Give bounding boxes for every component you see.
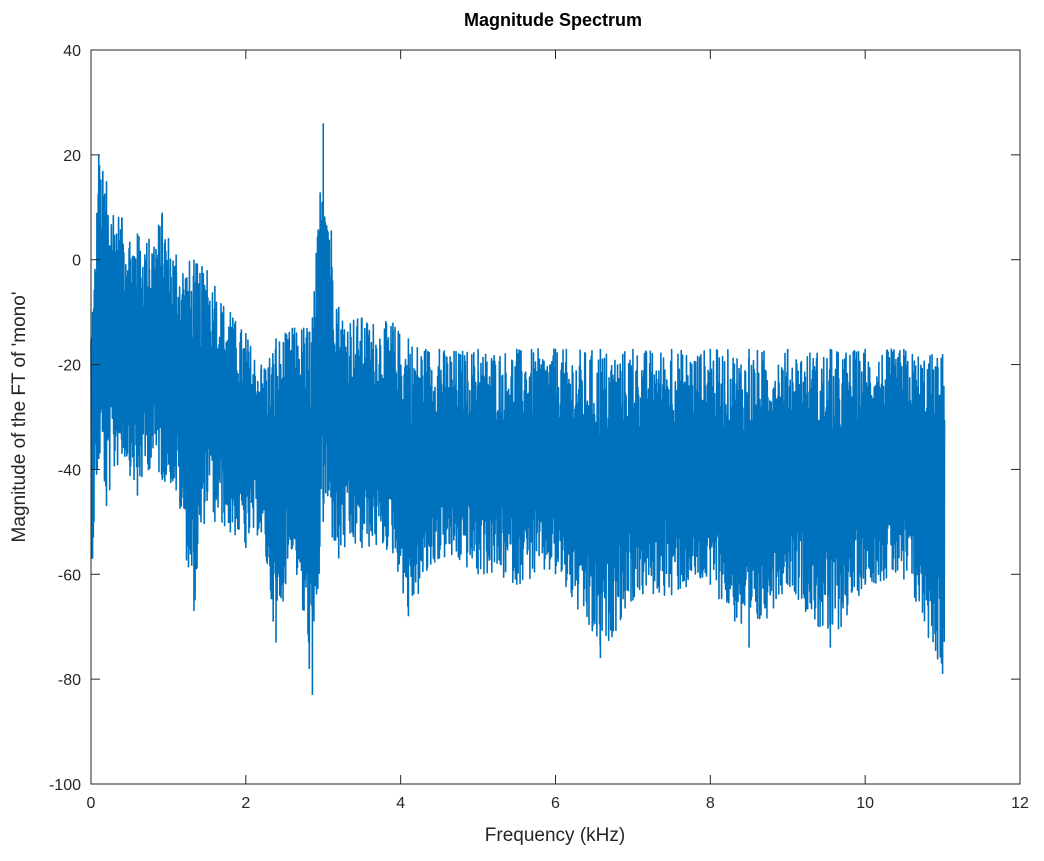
x-axis-label: Frequency (kHz) [485, 825, 625, 846]
x-tick-label: 4 [396, 795, 405, 812]
chart-title: Magnitude Spectrum [464, 10, 642, 30]
x-tick-label: 0 [87, 795, 96, 812]
y-tick-label: 0 [72, 253, 81, 270]
x-tick-label: 2 [241, 795, 250, 812]
y-axis-label: Magnitude of the FT of 'mono' [9, 292, 30, 543]
ticks-layer: 0 2 4 6 8 10 12 -100 -80 -60 -40 -20 0 20 40 [49, 43, 1029, 812]
y-tick-label: -40 [58, 462, 81, 479]
series-layer [90, 123, 946, 695]
x-tick-label: 8 [706, 795, 715, 812]
x-tick-label: 10 [856, 795, 874, 812]
y-tick-label: 20 [63, 148, 81, 165]
x-tick-label: 12 [1011, 795, 1029, 812]
y-tick-label: -80 [58, 672, 81, 689]
y-tick-label: -60 [58, 567, 81, 584]
y-tick-label: -100 [49, 777, 81, 794]
spectrum-line [90, 164, 946, 670]
y-tick-label: -20 [58, 358, 81, 375]
x-tick-label: 6 [551, 795, 560, 812]
y-tick-label: 40 [63, 43, 81, 60]
